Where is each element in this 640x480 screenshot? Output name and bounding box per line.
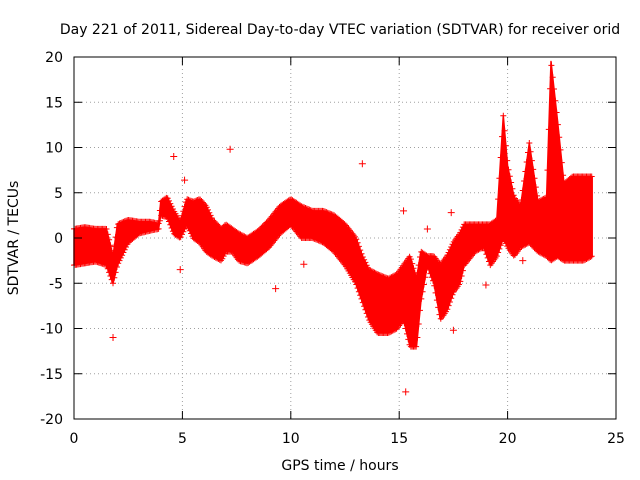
outlier-point [109,334,117,342]
y-tick-label: 20 [45,50,63,66]
outlier-point [358,160,366,168]
y-tick-label: -20 [40,412,63,428]
outlier-point [402,388,410,396]
outlier-point [519,257,527,265]
outlier-point [300,260,308,268]
x-axis-label: GPS time / hours [281,458,398,474]
outlier-point [400,207,408,215]
y-axis-label: SDTVAR / TECUs [6,181,22,296]
x-tick-label: 25 [607,431,625,447]
axis-ticks: 0 5 10 15 20 25 -20 -15 -10 -5 0 5 10 15 20 [40,50,625,447]
x-tick-label: 20 [499,431,517,447]
y-tick-label: -5 [49,276,63,292]
data-series [71,60,595,396]
x-tick-label: 0 [70,431,79,447]
y-tick-label: 5 [54,186,63,202]
outlier-point [176,266,184,274]
x-tick-label: 15 [390,431,408,447]
outlier-point [482,281,490,289]
outlier-point [170,153,178,161]
outlier-point [226,145,234,153]
sdtvar-band [73,60,593,348]
y-tick-label: -10 [40,322,63,338]
outlier-point [181,176,189,184]
y-tick-label: 0 [54,231,63,247]
y-tick-label: 15 [45,95,63,111]
x-tick-label: 5 [178,431,187,447]
outlier-point [449,326,457,334]
outlier-point [423,225,431,233]
x-tick-label: 10 [282,431,300,447]
y-tick-label: 10 [45,141,63,157]
y-tick-label: -15 [40,367,63,383]
chart-title: Day 221 of 2011, Sidereal Day-to-day VTE… [60,22,620,38]
outlier-point [447,209,455,217]
outlier-point [272,285,280,293]
